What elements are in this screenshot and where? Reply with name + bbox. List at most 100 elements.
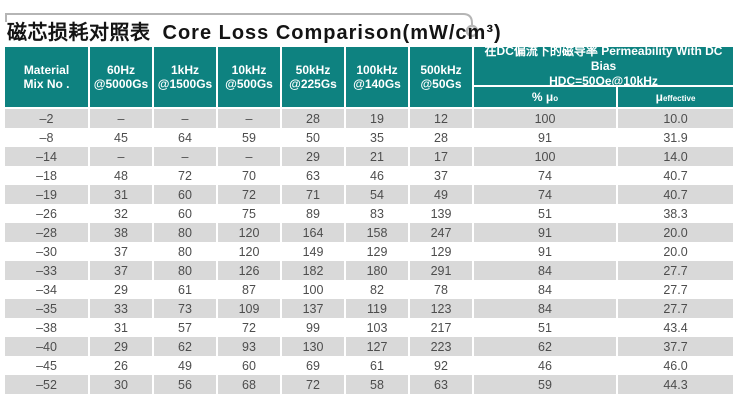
value-cell: 99 — [282, 318, 344, 337]
value-cell: 84 — [474, 280, 616, 299]
value-cell: 126 — [218, 261, 280, 280]
mix-no-cell: –2 — [5, 109, 88, 128]
core-loss-table: Material Mix No . 60Hz @5000Gs 1kHz @150… — [5, 44, 733, 394]
value-cell: 87 — [218, 280, 280, 299]
value-cell: – — [218, 109, 280, 128]
value-cell: 80 — [154, 261, 216, 280]
mix-no-cell: –34 — [5, 280, 88, 299]
value-cell: 57 — [154, 318, 216, 337]
title-chinese: 磁芯损耗对照表 — [7, 22, 151, 44]
value-cell: 73 — [154, 299, 216, 318]
value-cell: 120 — [218, 223, 280, 242]
value-cell: 63 — [282, 166, 344, 185]
value-cell: 84 — [474, 261, 616, 280]
value-cell: 28 — [282, 109, 344, 128]
value-cell: 72 — [282, 375, 344, 394]
value-cell: 27.7 — [618, 261, 733, 280]
column-header-100khz: 100kHz @140Gs — [346, 47, 408, 109]
value-cell: 29 — [90, 337, 152, 356]
value-cell: 109 — [218, 299, 280, 318]
value-cell: 129 — [410, 242, 472, 261]
value-cell: 72 — [218, 318, 280, 337]
value-cell: 31 — [90, 185, 152, 204]
column-header-60hz: 60Hz @5000Gs — [90, 47, 152, 109]
value-cell: 27.7 — [618, 280, 733, 299]
value-cell: 119 — [346, 299, 408, 318]
value-cell: 62 — [474, 337, 616, 356]
value-cell: 56 — [154, 375, 216, 394]
column-header-500khz: 500kHz @50Gs — [410, 47, 472, 109]
value-cell: – — [218, 147, 280, 166]
mix-no-cell: –40 — [5, 337, 88, 356]
value-cell: 29 — [90, 280, 152, 299]
value-cell: 72 — [218, 185, 280, 204]
mix-no-cell: –18 — [5, 166, 88, 185]
value-cell: 60 — [154, 204, 216, 223]
mix-no-cell: –45 — [5, 356, 88, 375]
value-cell: 93 — [218, 337, 280, 356]
column-header-material: Material Mix No . — [5, 47, 88, 109]
value-cell: 180 — [346, 261, 408, 280]
title-english: Core Loss Comparison(mW/cm³) — [162, 22, 502, 44]
value-cell: 37.7 — [618, 337, 733, 356]
value-cell: 91 — [474, 223, 616, 242]
mix-no-cell: –33 — [5, 261, 88, 280]
value-cell: 130 — [282, 337, 344, 356]
value-cell: 17 — [410, 147, 472, 166]
value-cell: 46 — [346, 166, 408, 185]
value-cell: 103 — [346, 318, 408, 337]
value-cell: 61 — [346, 356, 408, 375]
value-cell: 182 — [282, 261, 344, 280]
value-cell: 29 — [282, 147, 344, 166]
column-header-1khz: 1kHz @1500Gs — [154, 47, 216, 109]
value-cell: 49 — [410, 185, 472, 204]
mix-no-cell: –26 — [5, 204, 88, 223]
value-cell: 247 — [410, 223, 472, 242]
value-cell: 38 — [90, 223, 152, 242]
mix-no-cell: –14 — [5, 147, 88, 166]
value-cell: 91 — [474, 128, 616, 147]
value-cell: 78 — [410, 280, 472, 299]
callout-line — [5, 13, 479, 38]
value-cell: 89 — [282, 204, 344, 223]
value-cell: 14.0 — [618, 147, 733, 166]
value-cell: 61 — [154, 280, 216, 299]
value-cell: 20.0 — [618, 223, 733, 242]
value-cell: 92 — [410, 356, 472, 375]
value-cell: 120 — [218, 242, 280, 261]
value-cell: 139 — [410, 204, 472, 223]
value-cell: 291 — [410, 261, 472, 280]
circle-connector-icon — [465, 24, 479, 38]
value-cell: 100 — [282, 280, 344, 299]
value-cell: 64 — [154, 128, 216, 147]
mix-no-cell: –28 — [5, 223, 88, 242]
value-cell: 72 — [154, 166, 216, 185]
value-cell: 28 — [410, 128, 472, 147]
value-cell: 80 — [154, 242, 216, 261]
mix-no-cell: –52 — [5, 375, 88, 394]
value-cell: 10.0 — [618, 109, 733, 128]
column-header-10khz: 10kHz @500Gs — [218, 47, 280, 109]
value-cell: 100 — [474, 147, 616, 166]
value-cell: – — [90, 109, 152, 128]
value-cell: 60 — [218, 356, 280, 375]
value-cell: 164 — [282, 223, 344, 242]
value-cell: 45 — [90, 128, 152, 147]
value-cell: 31 — [90, 318, 152, 337]
value-cell: – — [154, 109, 216, 128]
column-header-dc-bias: 在DC偏流下的磁导率 Permeability With DC Bias HDC… — [474, 44, 733, 88]
mix-no-cell: –19 — [5, 185, 88, 204]
value-cell: 51 — [474, 204, 616, 223]
subheader-mu-effective: μ effective — [618, 87, 733, 109]
mix-no-cell: –30 — [5, 242, 88, 261]
value-cell: 75 — [218, 204, 280, 223]
value-cell: 74 — [474, 166, 616, 185]
value-cell: 32 — [90, 204, 152, 223]
value-cell: 83 — [346, 204, 408, 223]
value-cell: 37 — [90, 242, 152, 261]
value-cell: 54 — [346, 185, 408, 204]
value-cell: 40.7 — [618, 185, 733, 204]
value-cell: 21 — [346, 147, 408, 166]
value-cell: 84 — [474, 299, 616, 318]
